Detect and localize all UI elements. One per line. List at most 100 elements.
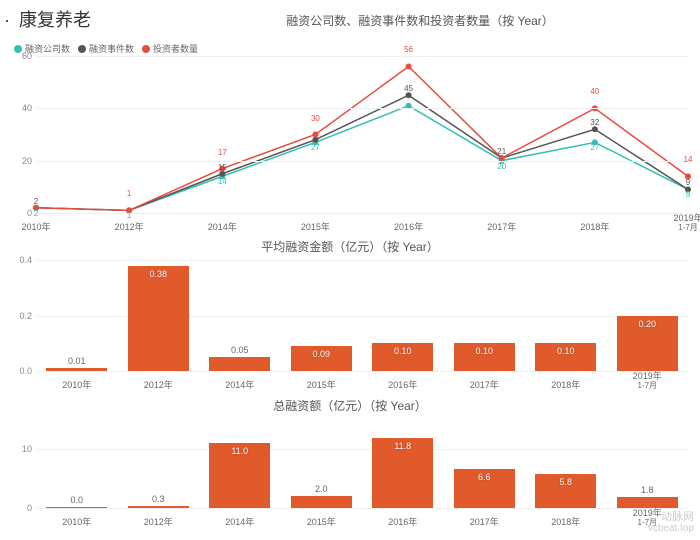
bar: 0.20 (617, 316, 678, 372)
x-tick-label: 2017年 (487, 223, 516, 233)
gridline (36, 213, 688, 214)
bar-value-label: 0.10 (394, 346, 412, 356)
avg-bar-chart-title: 平均融资金额（亿元）（按 Year） (8, 238, 692, 255)
x-tick-label: 2016年 (388, 518, 417, 528)
x-tick-label: 2012年 (144, 518, 173, 528)
bar-value-label: 0.38 (149, 269, 167, 279)
x-tick-label: 2019年1-7月 (633, 509, 662, 528)
x-tick-label: 2015年 (301, 223, 330, 233)
x-tick-label: 2018年 (580, 223, 609, 233)
point-label: 9 (686, 190, 690, 199)
legend-label: 投资者数量 (153, 42, 198, 55)
line-chart-plot: 02040602010年2012年2014年2015年2016年2017年201… (36, 56, 688, 214)
point-label: 21 (497, 147, 506, 156)
y-tick-label: 40 (12, 103, 32, 113)
x-tick-label: 2018年 (551, 381, 580, 391)
legend-item: 融资事件数 (78, 42, 134, 55)
bar: 0.01 (46, 368, 107, 371)
bar-value-label: 0.20 (638, 319, 656, 329)
bar: 0.3 (128, 506, 189, 508)
point-label: 1 (127, 211, 131, 220)
total-bar-chart-plot: 0102010年0.02012年0.32014年11.02015年2.02016… (36, 419, 688, 509)
line-chart-svg (36, 56, 688, 213)
y-tick-label: 0.4 (12, 255, 32, 265)
x-tick-label: 2010年 (21, 223, 50, 233)
x-tick-label: 2017年 (470, 381, 499, 391)
bar: 2.0 (291, 496, 352, 508)
point-label: 15 (218, 163, 227, 172)
bar-value-label: 0.10 (475, 346, 493, 356)
y-tick-label: 0.0 (12, 366, 32, 376)
legend-swatch (78, 45, 86, 53)
point-label: 2 (34, 197, 38, 206)
x-tick-label: 2012年 (144, 381, 173, 391)
point-label: 45 (404, 84, 413, 93)
bar: 0.05 (209, 357, 270, 371)
y-tick-label: 0 (12, 208, 32, 218)
gridline (36, 371, 688, 372)
point-label: 20 (497, 162, 506, 171)
point-label: 9 (686, 178, 690, 187)
bar: 0.10 (372, 343, 433, 371)
x-tick-label: 2016年 (394, 223, 423, 233)
bar-value-label: 1.8 (641, 485, 654, 495)
bar-value-label: 0.01 (68, 356, 86, 366)
bar-value-label: 2.0 (315, 484, 328, 494)
line-chart-panel: 融资公司数、融资事件数和投资者数量（按 Year） 融资公司数融资事件数投资者数… (8, 10, 692, 240)
legend-swatch (142, 45, 150, 53)
bar-value-label: 6.6 (478, 472, 491, 482)
x-tick-label: 2016年 (388, 381, 417, 391)
bar: 0.38 (128, 266, 189, 371)
gridline (36, 161, 688, 162)
point-label: 17 (218, 148, 227, 157)
avg-bar-chart-plot: 0.00.20.42010年0.012012年0.382014年0.052015… (36, 260, 688, 372)
bar: 0.10 (535, 343, 596, 371)
series-marker (312, 137, 318, 143)
bar-value-label: 0.05 (231, 345, 249, 355)
bar-value-label: 11.8 (394, 441, 411, 451)
bar: 6.6 (454, 469, 515, 508)
point-label: 1 (127, 189, 131, 198)
total-bar-chart-panel: 总融资额（亿元）（按 Year） 0102010年0.02012年0.32014… (8, 397, 692, 535)
bar: 11.0 (209, 443, 270, 508)
point-label: 30 (311, 114, 320, 123)
total-bar-chart-title: 总融资额（亿元）（按 Year） (8, 397, 692, 414)
bar: 11.8 (372, 438, 433, 508)
x-tick-label: 2017年 (470, 518, 499, 528)
point-label: 56 (404, 45, 413, 54)
point-label: 14 (218, 177, 227, 186)
x-tick-label: 2010年 (62, 518, 91, 528)
bar: 5.8 (535, 474, 596, 508)
y-tick-label: 0 (12, 503, 32, 513)
bar-value-label: 0.0 (70, 495, 83, 505)
bar-value-label: 0.3 (152, 494, 165, 504)
x-tick-label: 2012年 (115, 223, 144, 233)
x-tick-label: 2014年 (225, 381, 254, 391)
y-tick-label: 60 (12, 51, 32, 61)
gridline (36, 449, 688, 450)
gridline (36, 56, 688, 57)
bar-value-label: 11.0 (231, 446, 248, 456)
bar-value-label: 5.8 (559, 477, 572, 487)
legend-label: 融资事件数 (89, 42, 134, 55)
bar: 0.10 (454, 343, 515, 371)
bar-value-label: 0.10 (557, 346, 575, 356)
point-label: 14 (684, 155, 693, 164)
gridline (36, 508, 688, 509)
line-chart-title: 融资公司数、融资事件数和投资者数量（按 Year） (148, 12, 692, 29)
avg-bar-chart-panel: 平均融资金额（亿元）（按 Year） 0.00.20.42010年0.01201… (8, 238, 692, 398)
x-tick-label: 2015年 (307, 381, 336, 391)
gridline (36, 108, 688, 109)
x-tick-label: 2014年 (225, 518, 254, 528)
line-chart-legend: 融资公司数融资事件数投资者数量 (14, 42, 206, 55)
point-label: 40 (590, 87, 599, 96)
series-marker (312, 132, 318, 138)
point-label: 2 (34, 209, 38, 218)
bar: 0.0 (46, 507, 107, 508)
y-tick-label: 10 (12, 444, 32, 454)
y-tick-label: 0.2 (12, 311, 32, 321)
point-label: 27 (311, 143, 320, 152)
bar: 1.8 (617, 497, 678, 508)
series-marker (406, 63, 412, 69)
bar-value-label: 0.09 (312, 349, 330, 359)
